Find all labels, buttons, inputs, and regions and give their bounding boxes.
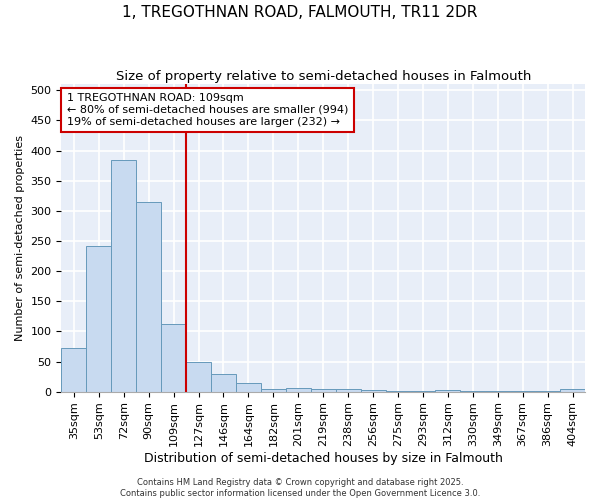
X-axis label: Distribution of semi-detached houses by size in Falmouth: Distribution of semi-detached houses by … [144,452,503,465]
Bar [111,160,136,392]
Bar [86,246,111,392]
Bar [335,390,361,392]
Text: 1 TREGOTHNAN ROAD: 109sqm
← 80% of semi-detached houses are smaller (994)
19% of: 1 TREGOTHNAN ROAD: 109sqm ← 80% of semi-… [67,94,348,126]
Y-axis label: Number of semi-detached properties: Number of semi-detached properties [15,135,25,341]
Bar [286,388,311,392]
Bar [386,390,410,392]
Bar [510,391,535,392]
Text: Contains HM Land Registry data © Crown copyright and database right 2025.
Contai: Contains HM Land Registry data © Crown c… [120,478,480,498]
Title: Size of property relative to semi-detached houses in Falmouth: Size of property relative to semi-detach… [116,70,531,83]
Bar [535,391,560,392]
Bar [460,391,485,392]
Bar [61,348,86,392]
Bar [311,388,335,392]
Bar [410,390,436,392]
Bar [436,390,460,392]
Bar [361,390,386,392]
Bar [560,388,585,392]
Bar [136,202,161,392]
Text: 1, TREGOTHNAN ROAD, FALMOUTH, TR11 2DR: 1, TREGOTHNAN ROAD, FALMOUTH, TR11 2DR [122,5,478,20]
Bar [211,374,236,392]
Bar [485,391,510,392]
Bar [186,362,211,392]
Bar [261,388,286,392]
Bar [161,324,186,392]
Bar [236,382,261,392]
